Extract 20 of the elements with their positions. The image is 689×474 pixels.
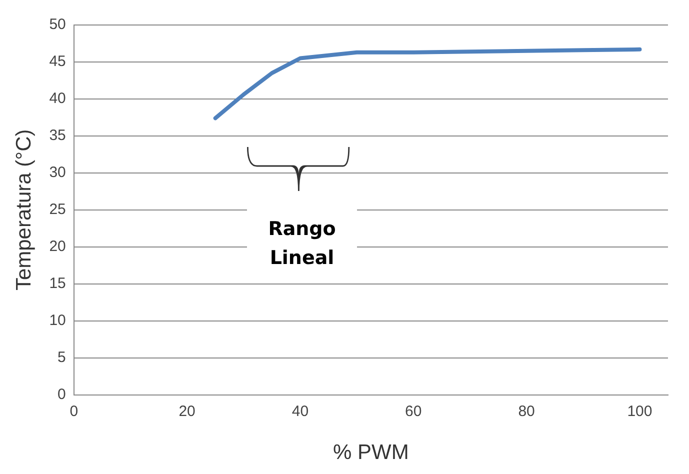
y-axis-title: Temperatura (°C) [12,129,36,291]
x-tick-label: 0 [70,402,78,420]
y-tick-label: 45 [49,53,66,70]
annotation: Rango Lineal [268,218,336,269]
y-tick-label: 5 [58,348,66,366]
y-tick-label: 25 [49,201,66,218]
x-axis-title: % PWM [333,441,409,464]
y-tick-label: 35 [49,127,66,144]
x-tick-label: 100 [627,402,652,420]
y-tick-label: 30 [49,164,66,182]
y-tick-label: 10 [49,312,66,329]
y-tick-label: 20 [49,238,66,256]
x-tick-label: 60 [405,402,422,420]
x-tick-label: 40 [292,402,309,420]
y-tick-label: 40 [49,90,66,108]
x-tick-label: 80 [518,402,535,420]
x-tick-label: 20 [178,402,196,420]
y-tick-label: 15 [49,275,66,292]
y-tick-label: 0 [58,386,66,403]
y-tick-label: 50 [49,16,66,34]
